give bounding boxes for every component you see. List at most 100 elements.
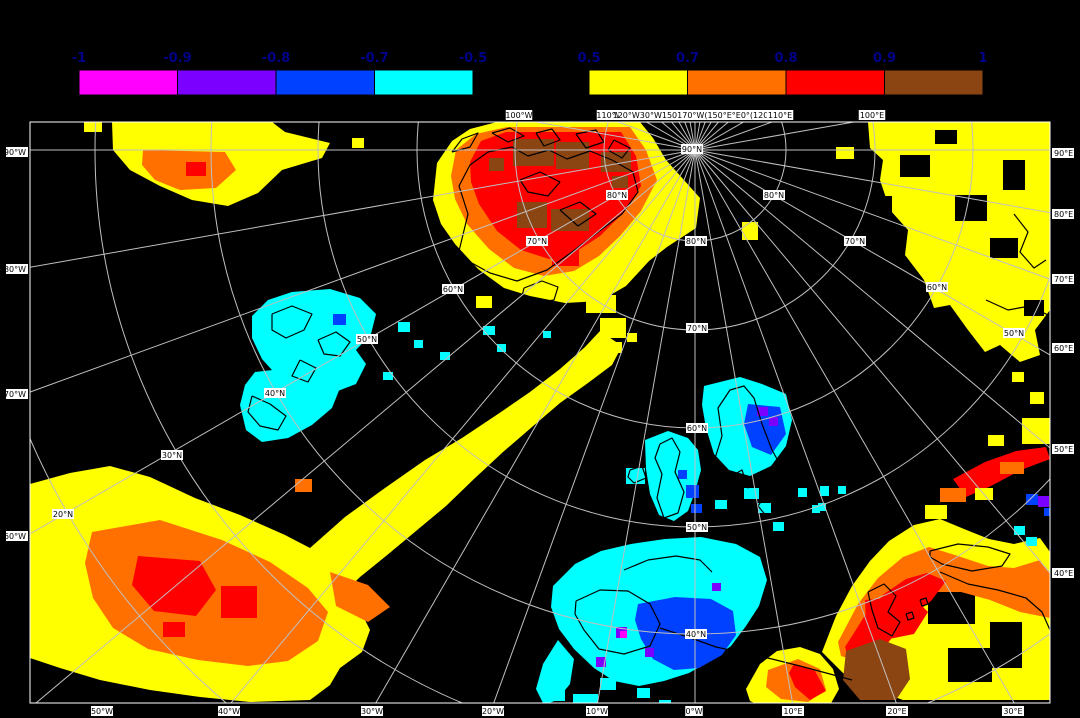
positive-colorbar-segment-red	[785, 69, 885, 96]
lon-label-bottom: 20°W	[482, 707, 504, 716]
colorbar-tick-label: -0.7	[360, 51, 388, 66]
colorbar-tick-label: 0.9	[873, 51, 896, 66]
data-patch-yellow	[1012, 372, 1024, 382]
coastline	[939, 571, 1050, 631]
lon-label-right: 80°E	[1054, 210, 1073, 219]
lon-label-bottom: 50°W	[91, 707, 113, 716]
coastline	[985, 299, 1050, 317]
data-patch-cyan	[543, 331, 551, 338]
data-patch-black	[878, 196, 892, 216]
data-patch-cyan	[414, 340, 423, 348]
data-patch-yellow	[84, 122, 102, 132]
colorbar-tick-label: -0.5	[459, 51, 487, 66]
meridian	[694, 149, 794, 703]
lon-label-top: 110°W	[596, 111, 623, 120]
lon-label-top-bg	[858, 110, 886, 120]
lat-label-bg	[52, 509, 74, 519]
lat-label: 40°N	[686, 630, 706, 639]
lon-label-right-bg	[1052, 209, 1074, 219]
lat-label: 80°N	[686, 237, 706, 246]
lat-label-bg	[686, 423, 708, 433]
data-patch-cyan	[1026, 537, 1037, 546]
data-patch-black	[935, 130, 957, 144]
lon-label-bottom-bg	[1002, 706, 1024, 716]
data-patch-cyan	[383, 372, 393, 380]
data-patch-blue	[691, 504, 702, 513]
coastline	[627, 465, 647, 484]
data-patch-orange	[838, 547, 1050, 661]
lon-label-bottom-bg	[685, 706, 703, 716]
data-patch-cyan	[600, 678, 616, 690]
data-patch-yellow	[600, 318, 626, 338]
lon-label-bottom: 10°E	[783, 707, 802, 716]
lat-label-bg	[356, 334, 378, 344]
lon-label-left-bg	[6, 147, 28, 157]
meridian	[694, 149, 1050, 280]
lon-label-right: 60°E	[1054, 344, 1073, 353]
lat-label-bg	[1003, 328, 1025, 338]
lat-label: 90°N	[682, 145, 702, 154]
data-patch-purple	[769, 417, 778, 426]
coastline	[458, 146, 639, 282]
data-patch-cyan	[798, 488, 807, 497]
lat-label: 70°N	[845, 237, 865, 246]
data-patch-yellow	[988, 435, 1004, 446]
coastline	[574, 589, 661, 655]
coastline	[491, 127, 525, 143]
coastline	[451, 132, 479, 153]
lon-label-left: 90°W	[4, 148, 26, 157]
meridian	[30, 149, 696, 393]
data-patch-cyan	[573, 694, 598, 703]
meridian	[694, 149, 897, 703]
lon-label-bottom-bg	[91, 706, 113, 716]
lon-label-bottom-bg	[782, 706, 804, 716]
lon-label-bottom-bg	[218, 706, 240, 716]
colorbar-tick-label: 0.5	[577, 51, 600, 66]
coastline	[757, 491, 781, 519]
meridian	[230, 149, 696, 703]
data-patch-brown	[556, 142, 589, 169]
lat-label-bg	[161, 450, 183, 460]
lon-label-top: 100°W	[505, 111, 532, 120]
coastline	[654, 437, 685, 519]
data-patch-blue	[1044, 508, 1050, 516]
colorbar-tick-label: -0.8	[262, 51, 290, 66]
data-patch-cyan	[838, 486, 846, 494]
lon-label-top: 120°W30°W150170°W(150°E°E0°(120°E	[613, 111, 778, 120]
coastline	[919, 597, 929, 607]
positive-colorbar-segment-yellow	[588, 69, 688, 96]
data-patch-orange	[295, 479, 312, 492]
coastline	[521, 280, 559, 304]
map-frame	[29, 121, 1051, 704]
data-patch-purple	[596, 657, 606, 667]
colorbar-tick-label: 0.7	[676, 51, 699, 66]
coastline	[247, 395, 287, 431]
data-patch-cyan	[820, 486, 829, 496]
data-patch-blue	[744, 404, 786, 455]
lat-label-bg	[686, 323, 708, 333]
lat-label: 60°N	[687, 424, 707, 433]
lon-label-right: 90°E	[1054, 149, 1073, 158]
lat-label: 50°N	[1004, 329, 1024, 338]
lon-label-left: 70°W	[4, 390, 26, 399]
coastline	[535, 128, 561, 147]
lon-label-right-bg	[1052, 148, 1074, 158]
data-patch-cyan	[1014, 526, 1025, 535]
lon-label-right: 70°E	[1054, 275, 1073, 284]
lon-label-bottom: 30°E	[1003, 707, 1022, 716]
meridian	[30, 149, 696, 268]
lon-label-top: 110°E	[768, 111, 792, 120]
meridian	[35, 149, 696, 703]
lat-label-bg	[681, 144, 703, 154]
data-patch-red	[186, 162, 206, 176]
data-patch-yellow	[627, 333, 637, 342]
data-patch-cyan	[240, 367, 340, 442]
lat-label-bg	[264, 388, 286, 398]
colorbar-tick-label: -1	[72, 51, 86, 66]
data-patch-red	[163, 622, 185, 637]
data-patch-orange	[1000, 462, 1024, 474]
data-patch-cyan	[715, 500, 727, 509]
lon-label-right-bg	[1052, 274, 1074, 284]
lon-label-top-bg	[766, 110, 794, 120]
